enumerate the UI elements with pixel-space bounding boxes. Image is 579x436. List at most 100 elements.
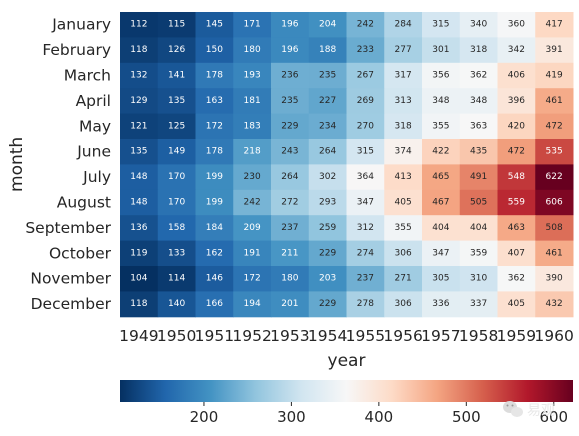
cell-value-label: 463 (508, 223, 525, 233)
cell-value-label: 407 (508, 248, 525, 258)
heatmap-cell (346, 215, 385, 242)
cell-value-label: 347 (357, 198, 374, 208)
cell-value-label: 390 (546, 274, 563, 284)
heatmap-cell (271, 139, 310, 165)
heatmap-cell (346, 139, 385, 165)
heatmap-cell (271, 164, 310, 191)
cell-value-label: 413 (395, 172, 412, 182)
cell-value-label: 118 (130, 299, 147, 309)
heatmap-cell (157, 240, 196, 267)
cell-value-label: 199 (206, 172, 223, 182)
heatmap-cell (308, 164, 347, 191)
cell-value-label: 465 (432, 172, 449, 182)
heatmap-cell (422, 266, 461, 292)
heatmap-cell (497, 291, 536, 318)
heatmap-cell (120, 291, 159, 318)
cell-value-label: 356 (432, 71, 449, 81)
heatmap-cell (233, 240, 272, 267)
heatmap-cell (271, 291, 310, 318)
heatmap-cell (535, 189, 574, 216)
cell-value-label: 315 (432, 20, 449, 30)
heatmap-cell (422, 12, 461, 38)
cell-value-label: 166 (206, 299, 223, 309)
y-tick-label: September (25, 219, 111, 237)
cell-value-label: 140 (168, 299, 185, 309)
heatmap-cell (233, 266, 272, 292)
heatmap-cell (384, 113, 423, 140)
heatmap-cell (346, 88, 385, 115)
cell-value-label: 301 (432, 45, 449, 55)
cell-value-label: 472 (508, 147, 525, 157)
heatmap-cell (384, 291, 423, 318)
heatmap-cell (459, 139, 498, 165)
cell-value-label: 374 (395, 147, 412, 157)
cell-value-label: 162 (206, 248, 223, 258)
y-tick-labels: January February March April May June July Augu… (25, 16, 111, 313)
cell-value-label: 417 (546, 20, 563, 30)
cell-value-label: 233 (357, 45, 374, 55)
heatmap-cell (497, 113, 536, 140)
x-tick-label: 1959 (497, 327, 536, 345)
heatmap-cell (308, 189, 347, 216)
heatmap-cell (459, 88, 498, 115)
cell-value-label: 271 (395, 274, 412, 284)
heatmap-cell (384, 240, 423, 267)
cell-value-label: 183 (244, 121, 261, 131)
cell-value-label: 211 (281, 248, 298, 258)
heatmap-cell (535, 266, 574, 292)
cell-value-label: 196 (281, 20, 298, 30)
cell-value-label: 312 (357, 223, 374, 233)
y-tick-label: July (82, 168, 111, 186)
x-tick-label: 1954 (308, 327, 347, 345)
heatmap-cell (157, 291, 196, 318)
heatmap-cell (271, 62, 310, 89)
cell-value-label: 114 (168, 274, 185, 284)
colorbar-tick-label: 500 (452, 408, 481, 426)
wechat-icon (503, 401, 523, 417)
cell-value-label: 406 (508, 71, 525, 81)
heatmap-cell (384, 215, 423, 242)
heatmap-cell (271, 266, 310, 292)
heatmap-cell (459, 113, 498, 140)
cell-value-label: 146 (206, 274, 223, 284)
heatmap-cell (120, 37, 159, 64)
heatmap-cell (195, 240, 234, 267)
cell-value-label: 404 (432, 223, 449, 233)
cell-value-label: 306 (395, 299, 412, 309)
cell-value-label: 272 (281, 198, 298, 208)
heatmap-cell (497, 88, 536, 115)
heatmap-cell (157, 113, 196, 140)
cell-value-label: 243 (281, 147, 298, 157)
x-tick-label: 1950 (157, 327, 196, 345)
heatmap-cell (233, 62, 272, 89)
heatmap-cell (195, 266, 234, 292)
cell-value-label: 347 (432, 248, 449, 258)
cell-value-label: 235 (281, 96, 298, 106)
x-tick-labels: 1949195019511952195319541955195619571958… (119, 327, 574, 345)
cell-value-label: 121 (130, 121, 147, 131)
heatmap-cell (346, 189, 385, 216)
heatmap-cell (195, 12, 234, 38)
heatmap-cell (346, 37, 385, 64)
y-tick-label: June (76, 143, 111, 161)
cell-value-label: 180 (244, 45, 261, 55)
heatmap-cell (497, 215, 536, 242)
heatmap-cell (233, 37, 272, 64)
heatmap-cell (422, 62, 461, 89)
heatmap-cell (308, 291, 347, 318)
x-axis-title: year (328, 351, 366, 371)
cell-value-label: 472 (546, 121, 563, 131)
heatmap-cell (384, 88, 423, 115)
cell-value-label: 622 (546, 172, 563, 182)
heatmap-cell (459, 291, 498, 318)
cell-value-label: 359 (470, 248, 487, 258)
cell-value-label: 420 (508, 121, 525, 131)
heatmap-cell (233, 215, 272, 242)
cell-value-label: 348 (432, 96, 449, 106)
cell-value-label: 348 (470, 96, 487, 106)
heatmap-cell (422, 88, 461, 115)
x-tick-label: 1956 (383, 327, 422, 345)
heatmap-cell (497, 37, 536, 64)
cell-value-label: 229 (319, 299, 336, 309)
